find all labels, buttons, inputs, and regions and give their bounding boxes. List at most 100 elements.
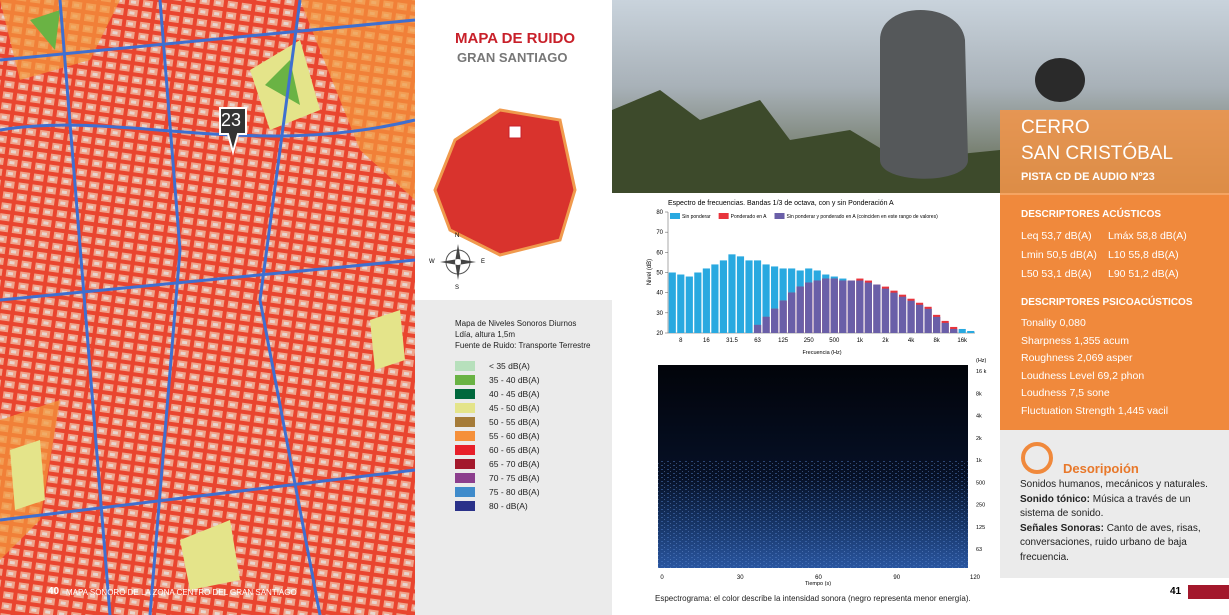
x-tick-label: 500: [829, 338, 840, 344]
compass-w: W: [429, 259, 435, 265]
acoustic-row: Leq 53,7 dB(A) Lmáx 58,8 dB(A): [1021, 227, 1198, 246]
legend-row: 45 - 50 dB(A): [455, 403, 590, 413]
bar-overlap: [890, 292, 898, 333]
y-tick-label: 50: [656, 271, 663, 277]
acoustic-item: Lmin 50,5 dB(A): [1021, 249, 1097, 261]
photo-mic: [1035, 58, 1085, 102]
map-roads: [0, 0, 416, 615]
spec-y-label: 500: [976, 480, 985, 486]
panel-subtitle: GRAN SANTIAGO: [457, 50, 568, 65]
bar-overlap: [915, 304, 924, 333]
legend-label: 75 - 80 dB(A): [489, 487, 540, 497]
legend-heading: Ldía, altura 1,5m: [455, 330, 516, 339]
psycho-item: Loudness 7,5 sone: [1021, 387, 1110, 400]
spectrogram-noise: [658, 460, 968, 568]
spectrogram-caption: Espectrograma: el color describe la inte…: [655, 594, 971, 603]
bar-overlap: [805, 282, 813, 333]
legend-swatch: [455, 501, 475, 511]
footer-text: MAPA SONORO DE LA ZONA CENTRO DEL GRAN S…: [66, 588, 297, 597]
legend-row: 55 - 60 dB(A): [455, 431, 590, 441]
spec-y-label: 125: [976, 525, 985, 531]
legend-row: 40 - 45 dB(A): [455, 389, 590, 399]
desc-1: Sonidos humanos, mecánicos y naturales.: [1020, 479, 1208, 490]
legend-row: 50 - 55 dB(A): [455, 417, 590, 427]
spec-x-label: 90: [893, 575, 900, 581]
bar: [719, 260, 728, 333]
legend-swatch: [455, 445, 475, 455]
psycho-item: Fluctuation Strength 1,445 vacil: [1021, 404, 1169, 417]
x-tick-label: 8k: [933, 338, 940, 344]
bar: [753, 260, 762, 333]
spec-y-label: 250: [976, 503, 985, 509]
legend-swatch: [455, 375, 475, 385]
legend-swatch: [455, 459, 475, 469]
acoustic-list: Leq 53,7 dB(A) Lmáx 58,8 dB(A) Lmin 50,5 d…: [1021, 227, 1198, 284]
x-tick-label: 63: [754, 338, 761, 344]
page-number-right: 41: [1170, 586, 1182, 597]
bar-overlap: [950, 328, 958, 333]
legend-label: 35 - 40 dB(A): [489, 375, 540, 385]
legend-swatch: [718, 213, 729, 219]
legend-label: 50 - 55 dB(A): [489, 417, 540, 427]
legend-row: 65 - 70 dB(A): [455, 459, 590, 469]
legend-label: 80 - dB(A): [489, 501, 528, 511]
page-tab: [1188, 585, 1229, 599]
y-tick-label: 20: [656, 331, 663, 337]
legend-swatch: [455, 473, 475, 483]
legend-swatch: [455, 487, 475, 497]
spec-y-label: 2k: [976, 436, 982, 442]
legend-row: 70 - 75 dB(A): [455, 473, 590, 483]
x-tick-label: 125: [778, 338, 789, 344]
bar-overlap: [924, 308, 932, 333]
legend-row: < 35 dB(A): [455, 361, 590, 371]
x-tick-label: 1k: [857, 338, 864, 344]
legend-label: Sin ponderar y ponderado en A (coinciden…: [787, 214, 939, 220]
bar-overlap: [753, 324, 762, 333]
legend-row: 60 - 65 dB(A): [455, 445, 590, 455]
desc-2: Sonido tónico: Música a través de un sis…: [1020, 493, 1220, 522]
bar-overlap: [796, 286, 804, 333]
x-tick-label: 16k: [957, 338, 968, 344]
acoustic-item: Leq 53,7 dB(A): [1021, 230, 1092, 242]
legend-swatch: [455, 389, 475, 399]
acoustic-item: Lmáx 58,8 dB(A): [1108, 230, 1187, 242]
psycho-item: Loudness Level 69,2 phon: [1021, 369, 1145, 382]
legend-heading: Mapa de Niveles Sonoros Diurnos: [455, 319, 577, 328]
title-1: CERRO: [1021, 117, 1090, 138]
legend-swatch: [670, 213, 680, 219]
acoustic-item: L10 55,8 dB(A): [1108, 249, 1179, 261]
y-axis-label: Nivel (dB): [647, 259, 653, 285]
bar: [958, 328, 966, 333]
spec-y-label: 16 k: [976, 369, 987, 375]
track-marker: [219, 107, 247, 156]
desc-2-text: Música a través de un sistema de sonido.: [1020, 493, 1191, 520]
legend-label: 45 - 50 dB(A): [489, 403, 540, 413]
x-tick-label: 31.5: [726, 338, 738, 344]
bar: [694, 272, 702, 333]
compass-n: N: [455, 233, 460, 239]
desc-3-bold: Señales Sonoras:: [1020, 522, 1104, 534]
desc-box: [1000, 430, 1229, 578]
psycho-item: Roughness 2,069 asper: [1021, 352, 1133, 365]
bar: [745, 260, 753, 333]
bar-overlap: [864, 282, 872, 333]
x-tick-label: 16: [703, 338, 710, 344]
legend-heading: Fuente de Ruido: Transporte Terrestre: [455, 341, 591, 350]
x-tick-label: 2k: [882, 338, 889, 344]
spec-x-label: 60: [815, 575, 822, 581]
bar: [736, 256, 745, 333]
psycho-heading: DESCRIPTORES PSICOACÚSTICOS: [1021, 297, 1193, 308]
chart-title: Espectro de frecuencias. Bandas 1/3 de o…: [668, 200, 894, 207]
x-tick-label: 4k: [908, 338, 915, 344]
bar: [762, 264, 770, 333]
acoustic-heading: DESCRIPTORES ACÚSTICOS: [1021, 209, 1162, 220]
spec-x-label: 30: [737, 575, 744, 581]
spec-x-label: 0: [660, 575, 664, 581]
y-tick-label: 40: [656, 291, 663, 297]
acoustic-row: L50 53,1 dB(A) L90 51,2 dB(A): [1021, 265, 1198, 284]
spec-y-label: 4k: [976, 414, 982, 420]
y-tick-label: 30: [656, 311, 663, 317]
spec-y-label: 63: [976, 547, 982, 553]
